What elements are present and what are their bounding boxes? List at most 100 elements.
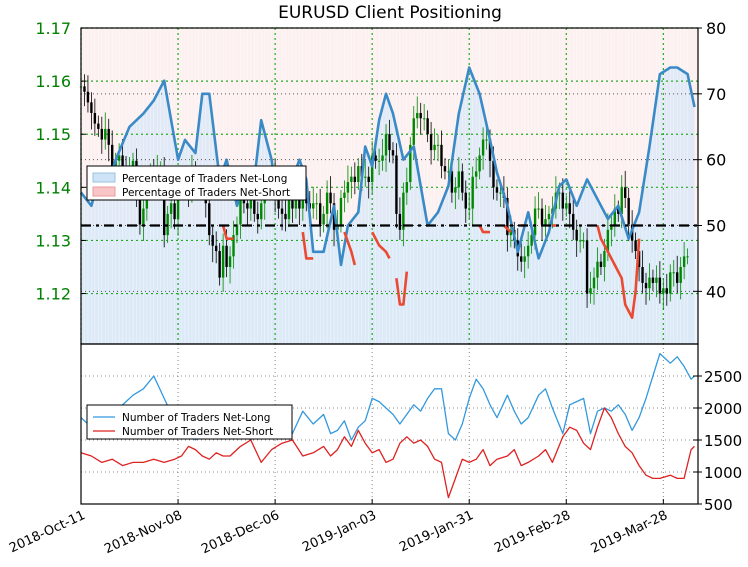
percent-net-short-segment: [301, 231, 314, 260]
candle-body: [471, 176, 474, 209]
percent-tick-label: 50: [706, 217, 726, 236]
candle-body: [495, 187, 499, 193]
candle-body: [558, 192, 561, 194]
candle-body: [176, 187, 180, 220]
candle-body: [350, 176, 353, 183]
candle-body: [298, 192, 301, 209]
price-tick-label: 1.17: [35, 19, 71, 38]
legend-entry: Number of Traders Net-Long: [122, 412, 270, 424]
x-tick-label: 2018-Oct-11: [7, 508, 88, 556]
percent-net-short-segment: [596, 225, 641, 319]
candle-body: [468, 208, 471, 210]
candle-body: [208, 203, 211, 236]
candle-body: [142, 208, 145, 225]
candle-body: [485, 139, 488, 141]
candle-body: [405, 182, 409, 193]
candle-body: [249, 192, 253, 209]
x-tick-label: 2018-Nov-08: [102, 508, 184, 557]
candle-body: [488, 139, 492, 161]
candle-body: [499, 192, 502, 194]
candle-body: [305, 197, 308, 204]
candle-body: [422, 118, 426, 120]
price-tick-label: 1.14: [35, 178, 71, 197]
candle-body: [391, 150, 395, 156]
candle-body: [312, 203, 315, 209]
candle-body: [454, 187, 457, 193]
candle-body: [610, 224, 613, 230]
candle-body: [162, 171, 166, 236]
candle-body: [523, 256, 526, 262]
candle-body: [325, 192, 329, 214]
candle-body: [221, 245, 225, 278]
candle-body: [346, 182, 350, 193]
candle-body: [412, 118, 415, 145]
candle-body: [280, 208, 284, 214]
candle-body: [561, 192, 565, 209]
candle-body: [173, 203, 176, 220]
candle-body: [429, 134, 433, 151]
candle-body: [239, 197, 242, 225]
price-tick-label: 1.15: [35, 125, 71, 144]
candle-body: [291, 197, 294, 209]
candle-body: [464, 192, 467, 209]
percent-tick-label: 60: [706, 151, 726, 170]
legend-entry: Percentage of Traders Net-Short: [122, 187, 290, 199]
candle-body: [450, 171, 454, 193]
candle-body: [277, 197, 280, 209]
candle-body: [596, 261, 599, 278]
candle-body: [110, 144, 114, 167]
count-tick-label: 1500: [704, 432, 742, 450]
legend-bottom-box: [86, 404, 293, 440]
candle-body: [547, 213, 551, 220]
candle-body: [572, 213, 575, 230]
candle-body: [426, 118, 429, 135]
candle-body: [682, 256, 686, 267]
candle-body: [419, 112, 422, 119]
candle-body: [256, 213, 259, 220]
x-tick-label: 2019-Jan-31: [397, 508, 476, 555]
candle-body: [575, 229, 578, 241]
candle-body: [641, 266, 644, 283]
percent-net-short-segment: [395, 271, 409, 306]
candle-body: [509, 229, 513, 236]
candle-body: [440, 144, 443, 167]
candle-body: [117, 155, 121, 161]
candle-body: [315, 203, 318, 205]
candle-body: [318, 203, 322, 225]
candle-body: [443, 166, 447, 172]
percent-net-short-segment: [478, 224, 490, 234]
candle-body: [97, 123, 100, 129]
candle-body: [481, 139, 485, 156]
candle-body: [644, 282, 648, 289]
candle-body: [658, 277, 662, 294]
candle-body: [329, 192, 332, 204]
price-tick-label: 1.13: [35, 231, 71, 250]
candle-body: [284, 213, 287, 220]
candle-body: [364, 176, 367, 178]
candle-body: [537, 208, 540, 210]
candle-body: [246, 203, 249, 209]
candle-body: [627, 197, 630, 225]
candle-body: [384, 134, 388, 156]
candle-body: [353, 176, 357, 183]
candle-body: [461, 171, 464, 193]
candle-body: [506, 197, 509, 236]
candle-body: [520, 256, 523, 262]
percent-net-short-segment: [221, 225, 234, 240]
candle-body: [568, 203, 571, 214]
candle-body: [530, 235, 533, 246]
legend-top: Percentage of Traders Net-Long Percentage…: [86, 165, 307, 201]
candle-body: [599, 261, 603, 267]
candle-body: [457, 171, 461, 188]
legend-swatch: [92, 172, 116, 183]
candle-body: [388, 134, 391, 151]
candle-body: [634, 240, 637, 252]
candle-body: [301, 197, 305, 209]
percent-net-short-segment: [371, 231, 391, 260]
candle-body: [540, 208, 544, 225]
net-long-area: [81, 67, 695, 344]
chart-title: EURUSD Client Positioning: [278, 3, 502, 23]
candle-body: [214, 245, 218, 252]
candle-body: [357, 166, 360, 183]
percent-tick-label: 70: [706, 85, 726, 104]
